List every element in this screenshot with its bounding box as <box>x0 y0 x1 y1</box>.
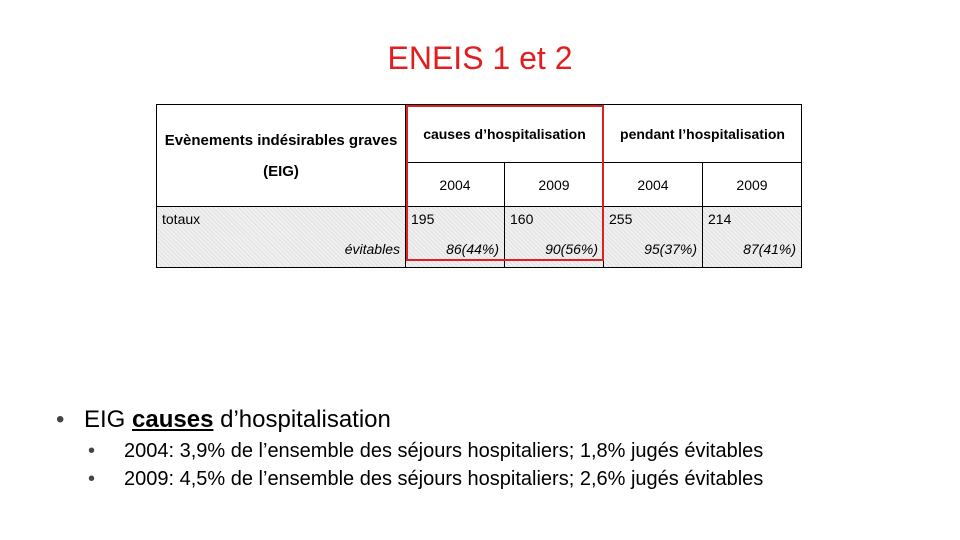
table-row-totaux: totaux 195 160 255 214 <box>156 206 802 237</box>
table-header-main: Evènements indésirables graves (EIG) <box>156 104 406 207</box>
table-cell: 87(41%) <box>702 237 802 268</box>
sub-bullet: • 2004: 3,9% de l’ensemble des séjours h… <box>88 437 763 465</box>
table-header-causes: causes d’hospitalisation <box>405 103 604 164</box>
table-row-evitables: évitables 86(44%) 90(56%) 95(37%) 87(41%… <box>156 237 802 268</box>
row-label-totaux: totaux <box>156 206 406 237</box>
table-cell: 214 <box>702 206 802 237</box>
bullet-marker: • <box>88 440 96 462</box>
sub-bullet: • 2009: 4,5% de l’ensemble des séjours h… <box>88 465 763 493</box>
table-header-pendant: pendant l’hospitalisation <box>603 103 802 164</box>
table-cell: 95(37%) <box>603 237 703 268</box>
table-cell: 86(44%) <box>405 237 505 268</box>
year-header: 2004 <box>603 162 703 207</box>
bullet-main-suffix: d’hospitalisation <box>213 406 391 433</box>
bullet-main-text: EIG causes d’hospitalisation <box>84 403 391 437</box>
table-cell: 90(56%) <box>504 237 604 268</box>
bullet-main-prefix: EIG <box>84 406 133 433</box>
bullet-main-emphasis: causes <box>132 406 214 433</box>
sub-bullet-text: 2004: 3,9% de l’ensemble des séjours hos… <box>124 440 764 462</box>
table-cell: 255 <box>603 206 703 237</box>
year-header: 2004 <box>405 162 505 207</box>
sub-bullet-text: 2009: 4,5% de l’ensemble des séjours hos… <box>124 468 764 490</box>
bullet-marker: • <box>56 406 65 433</box>
eig-table: Evènements indésirables graves (EIG) cau… <box>156 103 802 268</box>
bullet-list: • EIG causes d’hospitalisation • 2004: 3… <box>56 403 763 493</box>
year-header: 2009 <box>504 162 604 207</box>
row-label-evitables: évitables <box>156 237 406 268</box>
table-cell: 195 <box>405 206 505 237</box>
bullet-marker: • <box>88 468 96 490</box>
table-cell: 160 <box>504 206 604 237</box>
year-header: 2009 <box>702 162 802 207</box>
bullet-main: • EIG causes d’hospitalisation <box>56 403 763 437</box>
slide-title: ENEIS 1 et 2 <box>387 40 573 76</box>
